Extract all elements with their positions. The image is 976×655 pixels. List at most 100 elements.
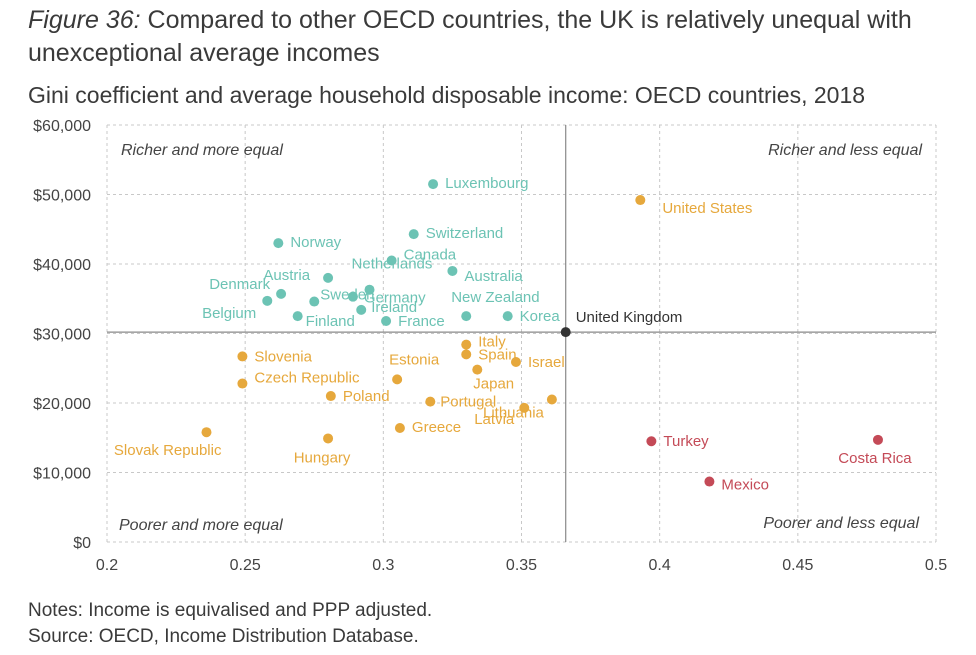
point-hungary bbox=[323, 433, 334, 444]
y-tick-label: $0 bbox=[73, 535, 91, 552]
axes: 0.2 0.25 0.3 0.35 0.4 0.45 0.5 $0 $10,000 $20,000… bbox=[33, 118, 947, 574]
point-israel bbox=[510, 356, 521, 367]
point-spain bbox=[461, 349, 472, 360]
point-slovenia bbox=[237, 351, 248, 362]
point-label-ireland: Ireland bbox=[371, 299, 417, 316]
point-label-slovenia: Slovenia bbox=[254, 348, 312, 365]
point-denmark bbox=[276, 288, 287, 299]
point-luxembourg bbox=[428, 179, 439, 190]
point-label-france: France bbox=[398, 313, 445, 330]
point-label-estonia: Estonia bbox=[389, 351, 440, 368]
point-lithuania bbox=[546, 394, 557, 405]
y-tick-label: $10,000 bbox=[33, 466, 91, 483]
point-sweden bbox=[309, 296, 320, 307]
x-tick-label: 0.25 bbox=[230, 557, 261, 574]
point-poland bbox=[325, 391, 336, 402]
point-france bbox=[381, 315, 392, 326]
x-tick-label: 0.5 bbox=[925, 557, 947, 574]
point-ireland bbox=[356, 304, 367, 315]
point-austria bbox=[323, 272, 334, 283]
y-tick-label: $30,000 bbox=[33, 327, 91, 344]
point-label-austria: Austria bbox=[263, 267, 310, 284]
x-tick-label: 0.45 bbox=[782, 557, 813, 574]
y-tick-label: $40,000 bbox=[33, 257, 91, 274]
point-label-israel: Israel bbox=[528, 354, 565, 371]
source-text: Source: OECD, Income Distribution Databa… bbox=[28, 626, 419, 647]
y-tick-label: $20,000 bbox=[33, 396, 91, 413]
notes-block: Notes: Income is equivalised and PPP adj… bbox=[28, 598, 432, 650]
point-label-turkey: Turkey bbox=[663, 433, 709, 450]
point-label-switzerland: Switzerland bbox=[426, 225, 504, 242]
point-label-united-states: United States bbox=[662, 200, 752, 217]
point-label-netherlands: Netherlands bbox=[352, 256, 433, 273]
point-label-sweden: Sweden bbox=[320, 287, 374, 304]
point-label-belgium: Belgium bbox=[202, 305, 256, 322]
figure-title-text: Compared to other OECD countries, the UK… bbox=[28, 6, 912, 67]
point-belgium bbox=[262, 295, 273, 306]
quadrant-label-top-right: Richer and less equal bbox=[768, 142, 922, 159]
point-norway bbox=[273, 238, 284, 249]
data-points bbox=[201, 179, 883, 487]
point-label-costa-rica: Costa Rica bbox=[838, 450, 912, 467]
quadrant-label-top-left: Richer and more equal bbox=[121, 142, 283, 159]
point-new-zealand bbox=[461, 311, 472, 322]
x-tick-label: 0.2 bbox=[96, 557, 118, 574]
point-united-kingdom bbox=[560, 327, 571, 338]
point-portugal bbox=[425, 396, 436, 407]
x-tick-label: 0.35 bbox=[506, 557, 537, 574]
point-label-japan: Japan bbox=[473, 376, 514, 393]
point-united-states bbox=[635, 195, 646, 206]
point-label-czech-republic: Czech Republic bbox=[254, 370, 360, 387]
y-tick-label: $50,000 bbox=[33, 188, 91, 205]
point-italy bbox=[461, 339, 472, 350]
point-slovak-republic bbox=[201, 427, 212, 438]
point-turkey bbox=[646, 436, 657, 447]
notes-text: Notes: Income is equivalised and PPP adj… bbox=[28, 600, 433, 621]
x-tick-label: 0.3 bbox=[372, 557, 394, 574]
chart-subtitle: Gini coefficient and average household d… bbox=[28, 82, 866, 108]
figure-label: Figure 36: bbox=[28, 6, 141, 34]
point-label-slovak-republic: Slovak Republic bbox=[114, 442, 222, 459]
point-label-germany: Germany bbox=[364, 290, 426, 307]
point-label-latvia: Latvia bbox=[474, 411, 515, 428]
quadrant-labels: Richer and more equal Richer and less equ… bbox=[119, 142, 922, 534]
point-costa-rica bbox=[872, 434, 883, 445]
quadrant-label-bottom-left: Poorer and more equal bbox=[119, 517, 283, 534]
point-germany bbox=[347, 291, 358, 302]
quadrant-label-bottom-right: Poorer and less equal bbox=[763, 515, 919, 532]
figure-title: Figure 36: Compared to other OECD countr… bbox=[28, 4, 948, 70]
y-tick-label: $60,000 bbox=[33, 118, 91, 135]
point-greece bbox=[394, 423, 405, 434]
point-latvia bbox=[519, 402, 530, 413]
point-label-united-kingdom: United Kingdom bbox=[576, 309, 683, 326]
point-estonia bbox=[392, 374, 403, 385]
point-finland bbox=[292, 311, 303, 322]
point-australia bbox=[447, 265, 458, 276]
point-netherlands bbox=[364, 284, 375, 295]
point-label-korea: Korea bbox=[520, 308, 561, 325]
point-label-canada: Canada bbox=[404, 247, 457, 264]
point-canada bbox=[386, 255, 397, 266]
point-label-spain: Spain bbox=[478, 346, 516, 363]
point-korea bbox=[502, 311, 513, 322]
point-label-mexico: Mexico bbox=[721, 477, 769, 494]
point-mexico bbox=[704, 476, 715, 487]
point-label-norway: Norway bbox=[290, 234, 341, 251]
point-label-denmark: Denmark bbox=[209, 276, 270, 293]
point-label-poland: Poland bbox=[343, 388, 390, 405]
point-label-hungary: Hungary bbox=[294, 449, 351, 466]
point-label-luxembourg: Luxembourg bbox=[445, 175, 528, 192]
point-japan bbox=[472, 364, 483, 375]
point-label-australia: Australia bbox=[464, 268, 523, 285]
point-label-portugal: Portugal bbox=[440, 394, 496, 411]
grid bbox=[106, 124, 937, 543]
point-czech-republic bbox=[237, 378, 248, 389]
point-labels: Luxembourg Switzerland Norway Canada Austral… bbox=[114, 175, 912, 493]
point-label-italy: Italy bbox=[478, 334, 506, 351]
point-switzerland bbox=[408, 229, 419, 240]
point-label-new-zealand: New Zealand bbox=[451, 289, 539, 306]
point-label-finland: Finland bbox=[306, 313, 355, 330]
point-label-lithuania: Lithuania bbox=[483, 405, 545, 422]
point-label-greece: Greece bbox=[412, 419, 461, 436]
x-tick-label: 0.4 bbox=[649, 557, 671, 574]
